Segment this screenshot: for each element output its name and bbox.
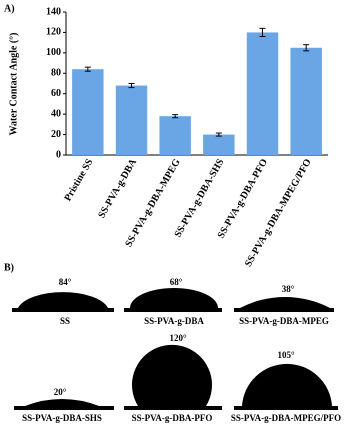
x-tick-label: SS-PVA-g-DBA [96, 156, 139, 220]
angle-label: 68° [170, 277, 183, 287]
y-tick-label: 0 [56, 149, 61, 160]
x-tick-label: SS-PVA-g-DBA-SHS [173, 157, 227, 240]
angle-label: 20° [54, 387, 67, 397]
y-tick-label: 20 [51, 129, 61, 140]
substrate [12, 308, 114, 312]
bar [290, 47, 322, 155]
angle-label: 120° [169, 333, 187, 343]
substrate [234, 308, 334, 312]
substrate [124, 406, 222, 410]
droplet [130, 288, 218, 308]
angle-label: 105° [277, 350, 295, 360]
x-tick-label: SS-PVA-g-DBA-PFO [216, 157, 271, 240]
y-tick-label: 140 [46, 6, 61, 17]
droplet [240, 296, 330, 308]
y-tick-label: 100 [46, 47, 61, 58]
sample-label: SS-PVA-g-DBA-MPEG/PFO [231, 413, 341, 423]
y-tick-label: 40 [51, 108, 61, 119]
droplet [18, 292, 108, 308]
bar [72, 69, 104, 155]
panel-label: B) [4, 262, 14, 273]
sample-label: SS-PVA-g-DBA-PFO [132, 413, 213, 423]
bar [203, 134, 235, 155]
y-tick-label: 80 [51, 68, 61, 79]
x-tick-label: Pristine SS [62, 157, 95, 204]
substrate [234, 406, 338, 410]
sample-label: SS-PVA-g-DBA-SHS [22, 413, 102, 423]
angle-label: 38° [282, 284, 295, 294]
droplet [25, 398, 99, 406]
angle-label: 84° [59, 277, 72, 287]
bar [115, 85, 148, 155]
panel-label: A) [4, 3, 15, 14]
y-tick-label: 120 [46, 27, 61, 38]
substrate [124, 308, 222, 312]
y-tick-label: 60 [51, 88, 61, 99]
droplet [242, 363, 332, 406]
y-axis-label: Water Contact Angle (°) [8, 33, 19, 136]
sample-label: SS-PVA-g-DBA-MPEG [239, 316, 329, 326]
bar [159, 116, 191, 155]
droplet-images [12, 288, 338, 410]
substrate [14, 406, 114, 410]
bar [246, 32, 279, 155]
sample-label: SS-PVA-g-DBA [144, 316, 204, 326]
droplet [132, 344, 213, 406]
sample-label: SS [60, 316, 70, 326]
droplet-labels: 84° SS 68° SS-PVA-g-DBA 38° SS-PVA-g-DBA… [22, 277, 341, 423]
